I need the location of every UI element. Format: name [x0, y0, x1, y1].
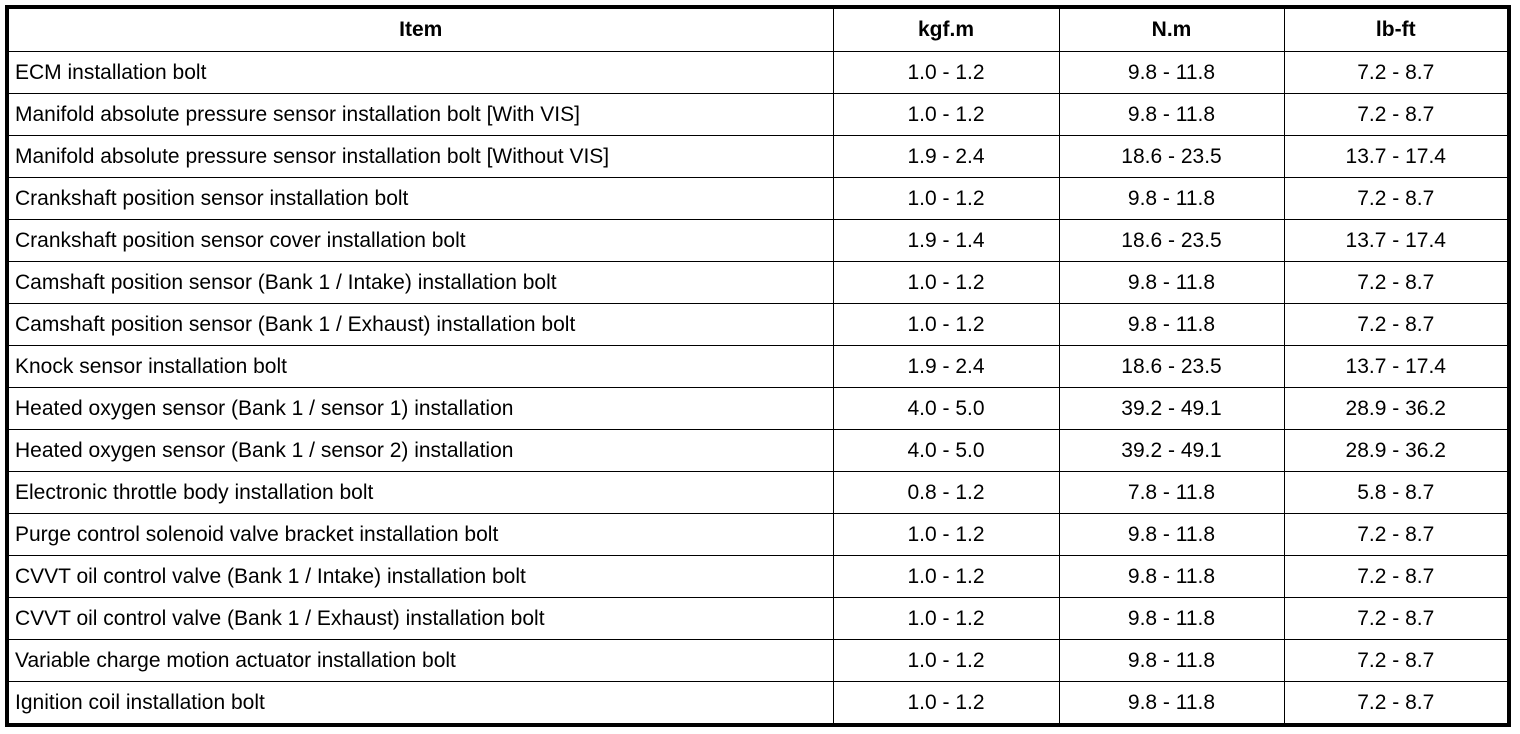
- cell-item: CVVT oil control valve (Bank 1 / Intake)…: [6, 555, 834, 598]
- cell-nm: 9.8 - 11.8: [1058, 303, 1285, 346]
- cell-nm: 9.8 - 11.8: [1058, 681, 1285, 726]
- table-row: Purge control solenoid valve bracket ins…: [6, 513, 1510, 556]
- cell-item: ECM installation bolt: [6, 51, 834, 94]
- cell-item: Crankshaft position sensor cover install…: [6, 219, 834, 262]
- table-row: Heated oxygen sensor (Bank 1 / sensor 1)…: [6, 387, 1510, 430]
- cell-nm: 9.8 - 11.8: [1058, 597, 1285, 640]
- cell-item: CVVT oil control valve (Bank 1 / Exhaust…: [6, 597, 834, 640]
- cell-kgfm: 1.0 - 1.2: [832, 639, 1060, 682]
- cell-kgfm: 1.9 - 2.4: [832, 135, 1060, 178]
- cell-item: Crankshaft position sensor installation …: [6, 177, 834, 220]
- cell-lbft: 7.2 - 8.7: [1283, 261, 1510, 304]
- cell-kgfm: 1.0 - 1.2: [832, 51, 1060, 94]
- cell-lbft: 5.8 - 8.7: [1283, 471, 1510, 514]
- cell-item: Knock sensor installation bolt: [6, 345, 834, 388]
- cell-item: Manifold absolute pressure sensor instal…: [6, 93, 834, 136]
- cell-item: Variable charge motion actuator installa…: [6, 639, 834, 682]
- table-row: Camshaft position sensor (Bank 1 / Exhau…: [6, 303, 1510, 346]
- cell-lbft: 7.2 - 8.7: [1283, 93, 1510, 136]
- cell-lbft: 7.2 - 8.7: [1283, 555, 1510, 598]
- header-row: Item kgf.m N.m lb-ft: [6, 6, 1510, 52]
- cell-item: Camshaft position sensor (Bank 1 / Intak…: [6, 261, 834, 304]
- cell-nm: 9.8 - 11.8: [1058, 639, 1285, 682]
- cell-kgfm: 0.8 - 1.2: [832, 471, 1060, 514]
- table-row: Knock sensor installation bolt 1.9 - 2.4 1…: [6, 345, 1510, 388]
- table-row: Camshaft position sensor (Bank 1 / Intak…: [6, 261, 1510, 304]
- table-row: Heated oxygen sensor (Bank 1 / sensor 2)…: [6, 429, 1510, 472]
- cell-lbft: 7.2 - 8.7: [1283, 177, 1510, 220]
- torque-spec-table: Item kgf.m N.m lb-ft ECM installation bo…: [5, 5, 1511, 727]
- cell-nm: 9.8 - 11.8: [1058, 93, 1285, 136]
- table-row: CVVT oil control valve (Bank 1 / Intake)…: [6, 555, 1510, 598]
- cell-nm: 9.8 - 11.8: [1058, 51, 1285, 94]
- cell-lbft: 7.2 - 8.7: [1283, 303, 1510, 346]
- cell-item: Ignition coil installation bolt: [6, 681, 834, 726]
- cell-kgfm: 1.0 - 1.2: [832, 261, 1060, 304]
- cell-kgfm: 1.9 - 1.4: [832, 219, 1060, 262]
- table-row: Manifold absolute pressure sensor instal…: [6, 93, 1510, 136]
- cell-item: Electronic throttle body installation bo…: [6, 471, 834, 514]
- cell-lbft: 7.2 - 8.7: [1283, 597, 1510, 640]
- table-row: CVVT oil control valve (Bank 1 / Exhaust…: [6, 597, 1510, 640]
- cell-lbft: 7.2 - 8.7: [1283, 513, 1510, 556]
- cell-kgfm: 4.0 - 5.0: [832, 387, 1060, 430]
- table-row: Electronic throttle body installation bo…: [6, 471, 1510, 514]
- table-row: ECM installation bolt 1.0 - 1.2 9.8 - 11.8…: [6, 51, 1510, 94]
- cell-item: Camshaft position sensor (Bank 1 / Exhau…: [6, 303, 834, 346]
- cell-nm: 9.8 - 11.8: [1058, 261, 1285, 304]
- cell-lbft: 13.7 - 17.4: [1283, 219, 1510, 262]
- cell-lbft: 13.7 - 17.4: [1283, 345, 1510, 388]
- table-row: Variable charge motion actuator installa…: [6, 639, 1510, 682]
- cell-nm: 7.8 - 11.8: [1058, 471, 1285, 514]
- cell-kgfm: 1.0 - 1.2: [832, 93, 1060, 136]
- cell-kgfm: 1.0 - 1.2: [832, 177, 1060, 220]
- cell-lbft: 13.7 - 17.4: [1283, 135, 1510, 178]
- cell-nm: 18.6 - 23.5: [1058, 135, 1285, 178]
- header-lbft: lb-ft: [1283, 6, 1510, 52]
- cell-kgfm: 1.0 - 1.2: [832, 303, 1060, 346]
- cell-item: Heated oxygen sensor (Bank 1 / sensor 2)…: [6, 429, 834, 472]
- table-row: Crankshaft position sensor installation …: [6, 177, 1510, 220]
- header-nm: N.m: [1058, 6, 1285, 52]
- cell-kgfm: 1.9 - 2.4: [832, 345, 1060, 388]
- cell-kgfm: 1.0 - 1.2: [832, 513, 1060, 556]
- header-kgfm: kgf.m: [832, 6, 1060, 52]
- cell-nm: 18.6 - 23.5: [1058, 219, 1285, 262]
- cell-item: Purge control solenoid valve bracket ins…: [6, 513, 834, 556]
- cell-lbft: 28.9 - 36.2: [1283, 429, 1510, 472]
- cell-lbft: 7.2 - 8.7: [1283, 51, 1510, 94]
- cell-nm: 18.6 - 23.5: [1058, 345, 1285, 388]
- cell-nm: 9.8 - 11.8: [1058, 555, 1285, 598]
- cell-lbft: 7.2 - 8.7: [1283, 681, 1510, 726]
- cell-nm: 39.2 - 49.1: [1058, 387, 1285, 430]
- cell-kgfm: 4.0 - 5.0: [832, 429, 1060, 472]
- cell-nm: 9.8 - 11.8: [1058, 177, 1285, 220]
- cell-item: Heated oxygen sensor (Bank 1 / sensor 1)…: [6, 387, 834, 430]
- cell-lbft: 28.9 - 36.2: [1283, 387, 1510, 430]
- header-item: Item: [6, 6, 834, 52]
- cell-nm: 39.2 - 49.1: [1058, 429, 1285, 472]
- cell-item: Manifold absolute pressure sensor instal…: [6, 135, 834, 178]
- cell-kgfm: 1.0 - 1.2: [832, 555, 1060, 598]
- cell-lbft: 7.2 - 8.7: [1283, 639, 1510, 682]
- cell-kgfm: 1.0 - 1.2: [832, 681, 1060, 726]
- table-row: Manifold absolute pressure sensor instal…: [6, 135, 1510, 178]
- cell-kgfm: 1.0 - 1.2: [832, 597, 1060, 640]
- table-row: Ignition coil installation bolt 1.0 - 1.2…: [6, 681, 1510, 726]
- cell-nm: 9.8 - 11.8: [1058, 513, 1285, 556]
- table-row: Crankshaft position sensor cover install…: [6, 219, 1510, 262]
